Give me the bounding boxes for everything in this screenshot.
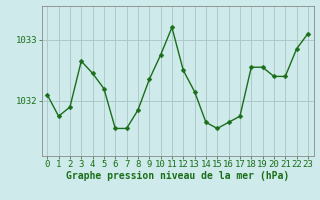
X-axis label: Graphe pression niveau de la mer (hPa): Graphe pression niveau de la mer (hPa) <box>66 171 289 181</box>
